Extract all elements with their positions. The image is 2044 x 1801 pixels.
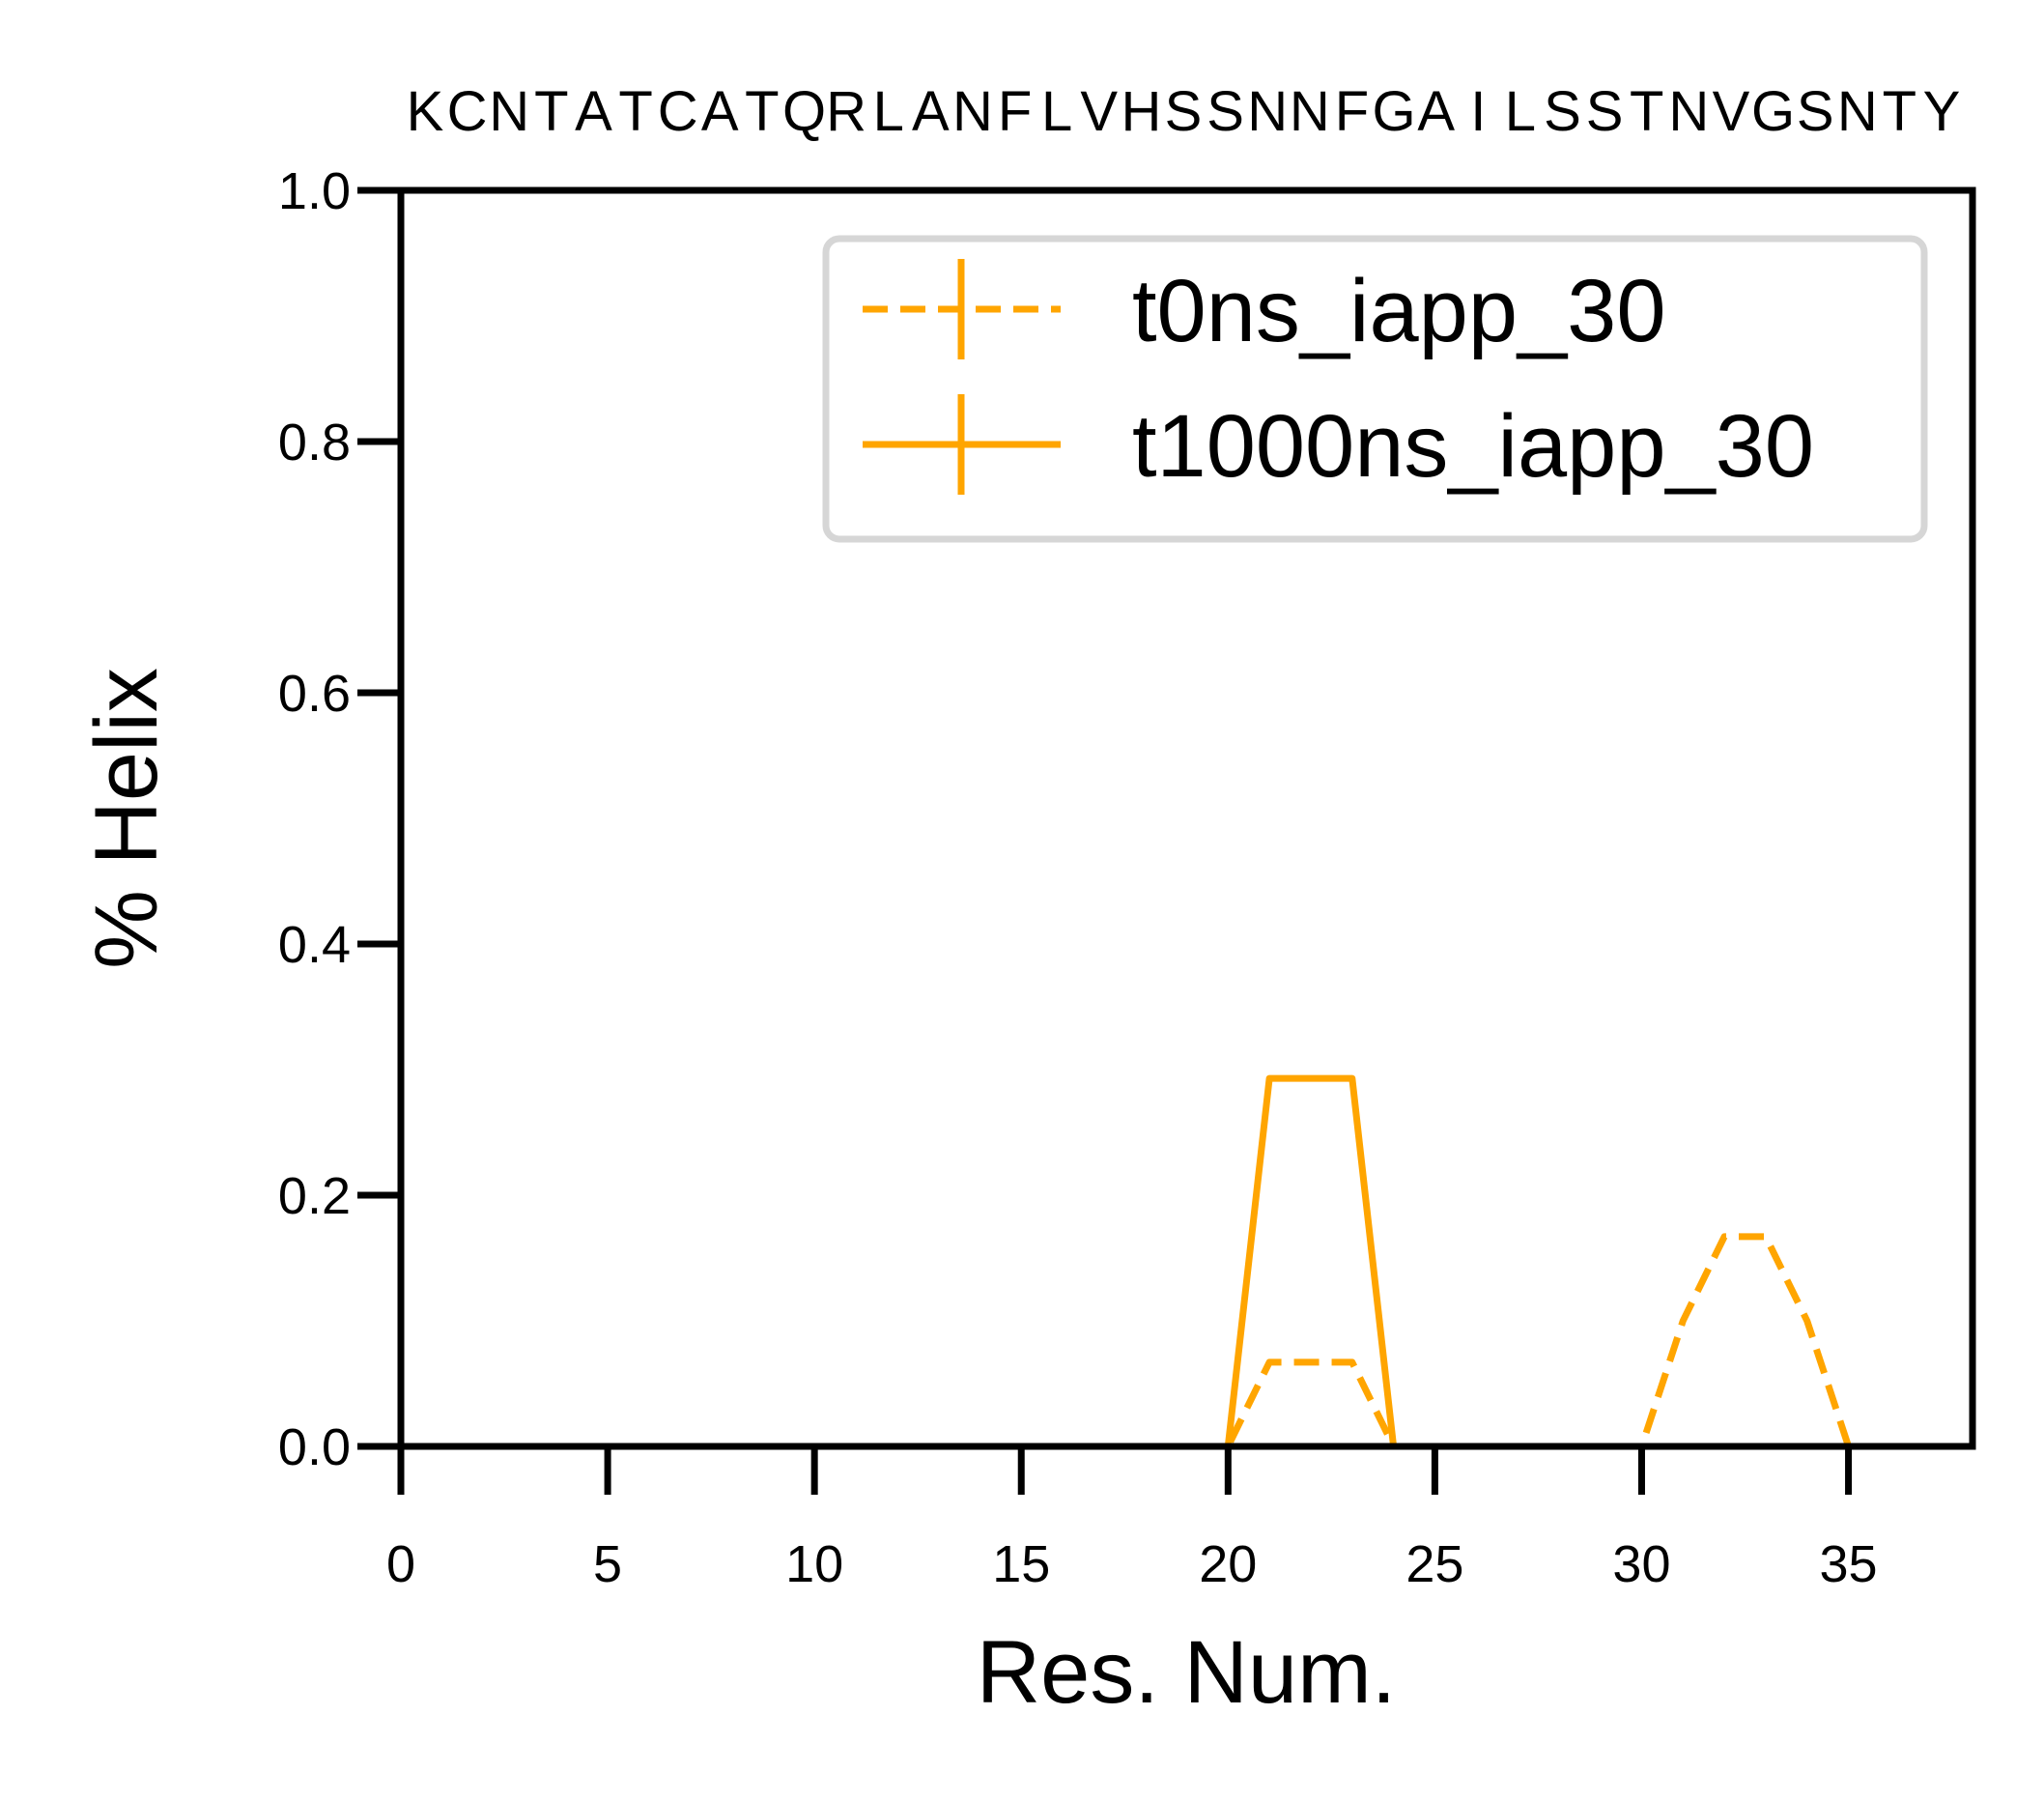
residue-letter: S — [1586, 80, 1624, 143]
residue-letter: N — [1247, 80, 1288, 143]
y-tick-label: 1.0 — [278, 162, 351, 220]
residue-letter: G — [1372, 80, 1415, 143]
residue-letter: A — [912, 80, 950, 143]
residue-letter: I — [1470, 80, 1486, 143]
residue-letter: C — [658, 80, 698, 143]
residue-letter: L — [1505, 80, 1536, 143]
residue-letter: G — [1751, 80, 1795, 143]
x-tick-label: 30 — [1612, 1535, 1670, 1593]
y-tick-label: 0.8 — [278, 414, 351, 472]
residue-letter: A — [1417, 80, 1455, 143]
x-tick-label: 5 — [593, 1535, 622, 1593]
x-tick-label: 35 — [1820, 1535, 1878, 1593]
residue-letter: T — [745, 80, 779, 143]
residue-letter: N — [489, 80, 529, 143]
residue-letter: N — [952, 80, 993, 143]
residue-letter: Y — [1923, 80, 1961, 143]
y-tick-label: 0.0 — [278, 1418, 351, 1476]
x-tick-label: 20 — [1199, 1535, 1257, 1593]
residue-letter: S — [1797, 80, 1834, 143]
y-tick-label: 0.6 — [278, 665, 351, 723]
residue-letter: A — [701, 80, 739, 143]
residue-letter: H — [1121, 80, 1161, 143]
y-axis-title: % Helix — [77, 668, 176, 969]
x-tick-label: 25 — [1405, 1535, 1463, 1593]
residue-letter: C — [447, 80, 488, 143]
residue-letter: L — [1041, 80, 1072, 143]
residue-letter: V — [1713, 80, 1750, 143]
series-line-t0ns_iapp_30 — [441, 1233, 1932, 1450]
y-tick-label: 0.2 — [278, 1167, 351, 1225]
residue-letter: A — [575, 80, 612, 143]
x-tick-label: 15 — [992, 1535, 1050, 1593]
legend-label: t0ns_iapp_30 — [1132, 262, 1666, 360]
residue-letter: S — [1544, 80, 1581, 143]
residue-letter: N — [1668, 80, 1709, 143]
plot-frame — [397, 186, 1976, 1450]
residue-letter: F — [1335, 80, 1369, 143]
residue-letter: R — [826, 80, 866, 143]
y-tick-label: 0.4 — [278, 916, 351, 974]
plot-series — [441, 1074, 1932, 1450]
residue-letter: V — [1080, 80, 1118, 143]
x-axis-ticks: 0 5 10 15 20 25 30 35 — [386, 1446, 1878, 1593]
x-tick-label: 0 — [386, 1535, 415, 1593]
residue-letter: T — [1630, 80, 1663, 143]
residue-letter: F — [998, 80, 1032, 143]
residue-letter: K — [407, 80, 444, 143]
residue-letter: S — [1207, 80, 1244, 143]
residue-letter: S — [1165, 80, 1203, 143]
residue-letter: T — [534, 80, 568, 143]
residue-letter: Q — [782, 80, 826, 143]
x-axis-title: Res. Num. — [977, 1623, 1397, 1722]
x-tick-label: 10 — [785, 1535, 843, 1593]
legend: t0ns_iapp_30 t1000ns_iapp_30 — [822, 235, 1928, 543]
residue-letter: N — [1290, 80, 1330, 143]
residue-letter: L — [873, 80, 904, 143]
residue-letter: T — [1883, 80, 1916, 143]
legend-label: t1000ns_iapp_30 — [1132, 397, 1814, 496]
y-axis-ticks: 0.0 0.2 0.4 0.6 0.8 1.0 — [278, 162, 401, 1476]
legend-frame — [822, 235, 1928, 543]
series-line-t1000ns_iapp_30 — [441, 1074, 1932, 1450]
residue-letter: N — [1837, 80, 1878, 143]
residue-letter: T — [618, 80, 652, 143]
